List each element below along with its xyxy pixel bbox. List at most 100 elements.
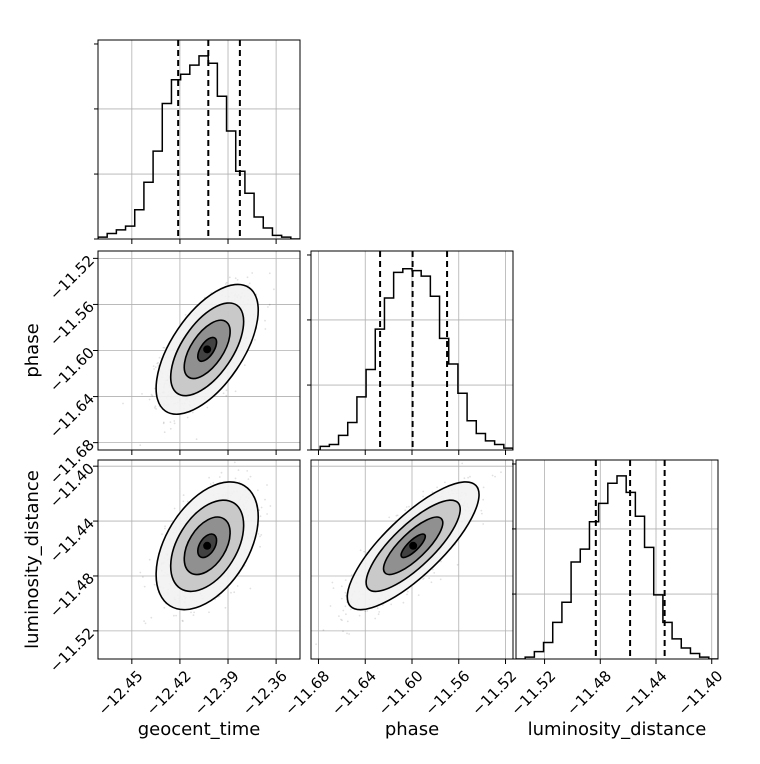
scatter-point: [461, 462, 464, 465]
histogram-geocent_time: [98, 55, 300, 239]
scatter-point: [181, 619, 184, 622]
scatter-point: [222, 392, 225, 395]
panel-luminosity_distance-phase: [310, 459, 514, 664]
scatter-point: [332, 587, 335, 589]
scatter-point: [340, 585, 343, 588]
scatter-point: [220, 471, 223, 474]
scatter-point: [236, 585, 239, 587]
scatter-point: [230, 591, 232, 594]
scatter-point: [404, 509, 407, 512]
scatter-point: [422, 578, 424, 580]
y-tick-label-phase: −11.60: [46, 344, 98, 396]
scatter-point: [224, 283, 227, 285]
scatter-point: [433, 572, 436, 574]
scatter-point: [482, 486, 485, 489]
scatter-point: [260, 534, 263, 536]
scatter-point: [157, 364, 160, 367]
scatter-point: [141, 393, 143, 395]
scatter-point: [266, 513, 268, 515]
scatter-point: [264, 319, 266, 322]
scatter-point: [233, 461, 236, 464]
peak-marker: [203, 345, 212, 354]
x-axis-label-phase: phase: [385, 719, 439, 740]
scatter-point: [349, 608, 352, 611]
histogram-phase: [311, 268, 513, 450]
scatter-point: [338, 615, 340, 617]
scatter-point: [225, 281, 228, 284]
scatter-point: [374, 617, 377, 620]
scatter-point: [153, 406, 156, 409]
scatter-point: [169, 427, 172, 430]
scatter-point: [408, 505, 410, 508]
scatter-point: [350, 574, 353, 576]
scatter-point: [139, 444, 142, 446]
scatter-point: [480, 509, 483, 512]
scatter-point: [225, 394, 228, 397]
scatter-point: [500, 471, 502, 474]
scatter-point: [388, 516, 391, 519]
scatter-point: [174, 462, 176, 464]
x-tick-label-phase: −11.56: [422, 667, 474, 719]
scatter-point: [406, 593, 408, 596]
scatter-point: [340, 618, 342, 621]
scatter-point: [157, 361, 160, 364]
y-tick-label-phase: −11.64: [46, 390, 98, 442]
scatter-point: [161, 533, 163, 536]
peak-marker: [409, 541, 418, 550]
panel-geocent_time-geocent_time: [94, 39, 301, 244]
scatter-point: [186, 500, 189, 503]
scatter-point: [142, 576, 144, 578]
scatter-point: [218, 476, 221, 478]
scatter-point: [260, 506, 263, 509]
scatter-point: [249, 587, 252, 590]
scatter-point: [456, 563, 459, 566]
scatter-point: [153, 387, 156, 390]
scatter-point: [377, 613, 380, 616]
x-tick-label-geocent_time: −12.36: [239, 667, 291, 719]
x-tick-label-luminosity_distance: −11.40: [674, 667, 726, 719]
scatter-point: [322, 629, 325, 631]
scatter-point: [228, 276, 231, 279]
scatter-point: [342, 609, 345, 612]
scatter-point: [212, 481, 215, 484]
scatter-point: [162, 422, 165, 425]
scatter-point: [273, 288, 275, 291]
scatter-point: [246, 276, 249, 279]
scatter-point: [150, 616, 153, 619]
y-axis-label-luminosity_distance: luminosity_distance: [22, 470, 43, 649]
scatter-point: [257, 489, 259, 492]
x-axis-label-luminosity_distance: luminosity_distance: [528, 719, 707, 740]
scatter-point: [440, 560, 442, 563]
panel-luminosity_distance-luminosity_distance: [512, 459, 719, 664]
scatter-point: [249, 475, 252, 478]
scatter-point: [153, 583, 156, 586]
scatter-point: [436, 486, 438, 489]
scatter-point: [348, 633, 350, 635]
scatter-point: [193, 611, 196, 614]
scatter-point: [243, 364, 246, 367]
scatter-point: [224, 606, 227, 609]
panel-luminosity_distance-geocent_time: [93, 459, 301, 664]
scatter-point: [267, 306, 269, 308]
scatter-point: [344, 579, 347, 581]
scatter-point: [225, 389, 228, 392]
scatter-point: [162, 346, 165, 349]
scatter-point: [264, 328, 267, 330]
scatter-point: [257, 533, 260, 535]
scatter-point: [237, 469, 240, 471]
scatter-point: [259, 515, 262, 518]
x-tick-label-geocent_time: −12.39: [191, 667, 243, 719]
scatter-point: [254, 339, 256, 341]
scatter-point: [463, 477, 466, 480]
scatter-point: [163, 606, 166, 609]
scatter-point: [247, 478, 250, 480]
scatter-point: [390, 603, 393, 606]
scatter-point: [143, 620, 146, 622]
scatter-point: [417, 594, 420, 596]
scatter-point: [422, 495, 424, 498]
scatter-point: [430, 581, 433, 584]
scatter-point: [395, 514, 398, 517]
scatter-point: [173, 422, 176, 425]
histogram-luminosity_distance: [516, 475, 718, 659]
